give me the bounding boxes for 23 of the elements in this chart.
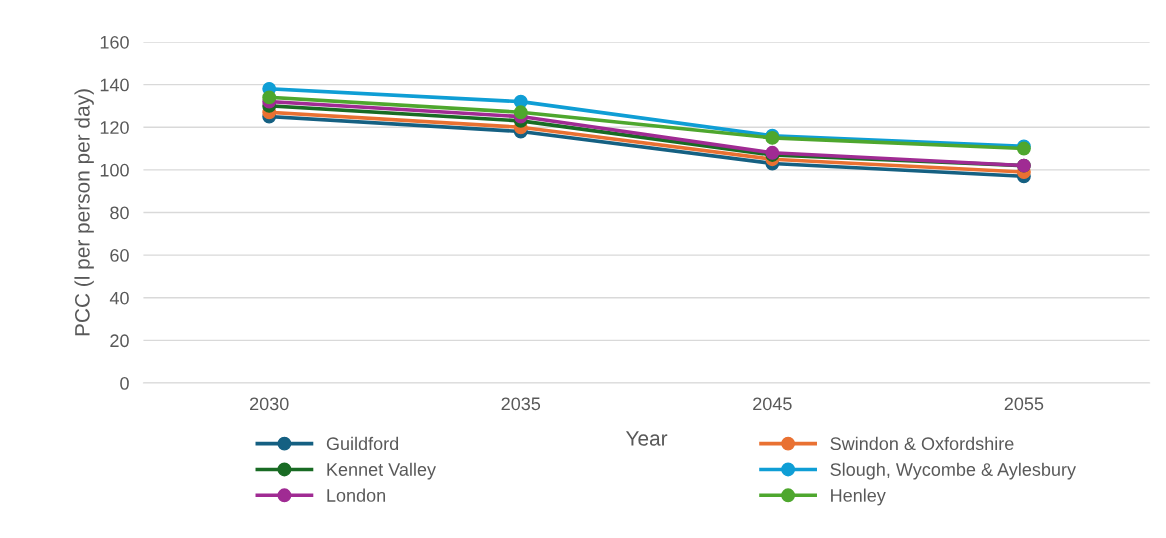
- y-axis-title: PCC (l per person per day): [74, 89, 94, 336]
- y-tick-label: 0: [120, 376, 129, 390]
- legend-label: Kennet Valley: [327, 462, 436, 480]
- y-tick-label: 20: [110, 334, 129, 348]
- legend-label: Slough, Wycombe & Aylesbury: [830, 462, 1076, 480]
- point: [513, 105, 528, 120]
- legend-label: Swindon & Oxfordshire: [830, 436, 1014, 451]
- y-tick-label: 120: [100, 121, 129, 134]
- y-tick-label: 80: [110, 206, 129, 220]
- y-tick-label: 40: [109, 291, 129, 305]
- y-tick-label: 140: [100, 78, 129, 92]
- point: [262, 90, 277, 105]
- x-tick-label: 2035: [501, 397, 541, 411]
- y-tick-label: 60: [110, 249, 129, 262]
- legend-label: Guildford: [326, 436, 399, 451]
- legend-label: Henley: [831, 488, 886, 506]
- y-tick-label: 100: [100, 163, 129, 177]
- x-axis-title: Year: [625, 431, 668, 446]
- y-tick-label: 160: [100, 35, 129, 49]
- x-tick-label: 2055: [1004, 397, 1044, 411]
- x-tick-label: 2030: [250, 397, 289, 411]
- x-tick-label: 2045: [753, 397, 792, 411]
- legend-label: London: [327, 488, 386, 502]
